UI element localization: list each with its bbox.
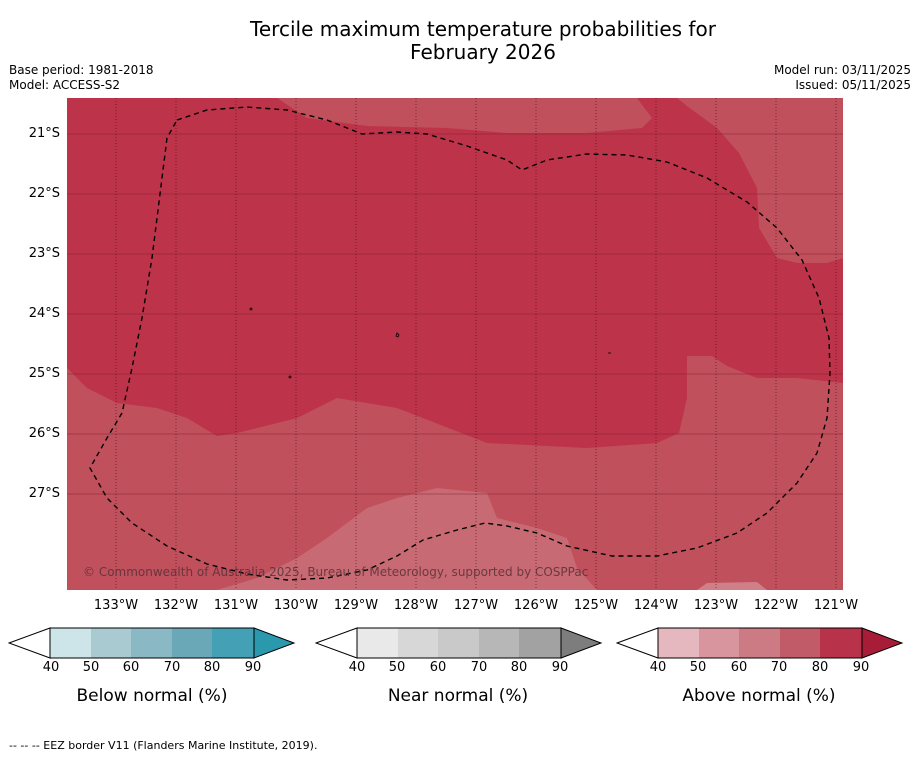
colorbar-near-swatch	[519, 628, 561, 658]
lon-label: 124°W	[633, 598, 679, 613]
colorbar-near-min-arrow	[315, 627, 358, 659]
colorbar-title-above: Above normal (%)	[682, 686, 836, 706]
colorbar-above-max-arrow	[861, 627, 904, 659]
colorbar-tick: 70	[470, 660, 488, 675]
base-period: Base period: 1981-2018	[9, 63, 154, 77]
region-70-80-top	[277, 98, 652, 133]
lon-label: 127°W	[453, 598, 499, 613]
colorbar-tick: 50	[388, 660, 406, 675]
colorbar-tick: 80	[203, 660, 221, 675]
meta-right: Model run: 03/11/2025 Issued: 05/11/2025	[774, 63, 911, 93]
lon-label: 123°W	[693, 598, 739, 613]
lon-label: 131°W	[213, 598, 259, 613]
colorbar-tick: 40	[348, 660, 366, 675]
lat-label: 21°S	[28, 126, 60, 141]
colorbar-near-swatch	[398, 628, 438, 658]
colorbar-tick: 90	[551, 660, 569, 675]
lon-label: 133°W	[93, 598, 139, 613]
colorbar-below-normal	[8, 627, 296, 659]
colorbar-tick: 50	[82, 660, 100, 675]
colorbar-tick: 80	[510, 660, 528, 675]
meridian-lines	[115, 98, 837, 590]
islands	[249, 307, 611, 379]
lat-label: 27°S	[28, 486, 60, 501]
copyright-text: © Commonwealth of Australia 2025, Bureau…	[83, 565, 589, 579]
colorbar-tick: 80	[811, 660, 829, 675]
colorbar-tick: 40	[42, 660, 60, 675]
colorbar-tick: 90	[244, 660, 262, 675]
colorbar-tick: 70	[163, 660, 181, 675]
colorbar-near-swatch	[438, 628, 479, 658]
colorbar-near-swatch	[479, 628, 519, 658]
lon-label: 125°W	[573, 598, 619, 613]
colorbar-below-swatch	[91, 628, 131, 658]
lon-label: 126°W	[513, 598, 559, 613]
colorbar-above-swatch	[820, 628, 862, 658]
colorbar-title-below: Below normal (%)	[76, 686, 228, 706]
region-80-90	[67, 98, 843, 448]
colorbar-below-min-arrow	[8, 627, 51, 659]
colorbar-below-swatch	[131, 628, 172, 658]
region-50-60	[697, 582, 767, 590]
colorbar-above-swatch	[780, 628, 820, 658]
colorbar-near-swatch	[357, 628, 398, 658]
title-line-2: February 2026	[410, 40, 556, 64]
probability-map	[67, 98, 843, 590]
colorbar-below-swatch	[212, 628, 254, 658]
issued-date: Issued: 05/11/2025	[795, 78, 911, 92]
lon-label: 121°W	[813, 598, 859, 613]
colorbar-tick: 70	[770, 660, 788, 675]
lat-label: 25°S	[28, 366, 60, 381]
colorbar-below-max-arrow	[253, 627, 296, 659]
colorbar-tick: 50	[689, 660, 707, 675]
lon-label: 122°W	[753, 598, 799, 613]
colorbar-title-near: Near normal (%)	[387, 686, 529, 706]
meta-left: Base period: 1981-2018 Model: ACCESS-S2	[9, 63, 154, 93]
title-line-1: Tercile maximum temperature probabilitie…	[250, 17, 716, 41]
model-name: Model: ACCESS-S2	[9, 78, 121, 92]
lat-label: 26°S	[28, 426, 60, 441]
colorbar-tick: 60	[122, 660, 140, 675]
region-60-70	[217, 488, 597, 590]
colorbar-above-min-arrow	[616, 627, 659, 659]
colorbar-tick: 90	[852, 660, 870, 675]
lat-label: 23°S	[28, 246, 60, 261]
colorbar-tick: 60	[730, 660, 748, 675]
colorbar-above-swatch	[699, 628, 739, 658]
colorbar-tick: 60	[429, 660, 447, 675]
eez-footnote: -- -- -- EEZ border V11 (Flanders Marine…	[9, 739, 318, 752]
colorbar-near-max-arrow	[560, 627, 603, 659]
eez-border	[89, 106, 831, 581]
lat-label: 22°S	[28, 186, 60, 201]
map-area: © Commonwealth of Australia 2025, Bureau…	[67, 98, 843, 590]
colorbar-below-swatch	[172, 628, 212, 658]
chart-title: Tercile maximum temperature probabilitie…	[0, 18, 919, 64]
grid-lines	[67, 133, 843, 495]
lon-label: 130°W	[273, 598, 319, 613]
lon-label: 128°W	[393, 598, 439, 613]
colorbar-tick: 40	[649, 660, 667, 675]
lon-label: 132°W	[153, 598, 199, 613]
colorbar-above-swatch	[739, 628, 780, 658]
lat-label: 24°S	[28, 306, 60, 321]
model-run: Model run: 03/11/2025	[773, 63, 911, 77]
colorbar-above-swatch	[658, 628, 699, 658]
colorbar-below-swatch	[50, 628, 91, 658]
colorbar-above-normal	[616, 627, 904, 659]
lon-label: 129°W	[333, 598, 379, 613]
colorbar-near-normal	[315, 627, 603, 659]
